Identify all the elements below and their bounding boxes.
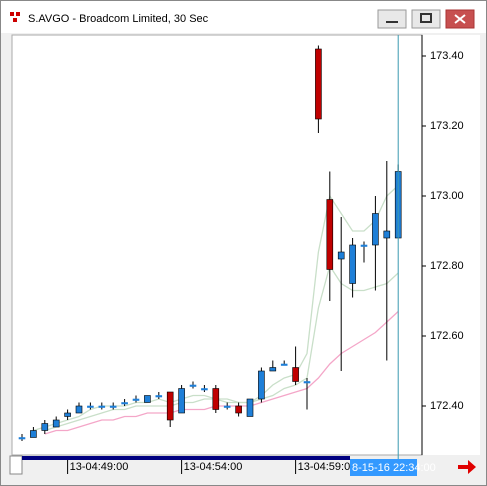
maximize-button[interactable] <box>411 9 441 29</box>
candle-body <box>349 244 356 284</box>
cursor-label: 8-15-16 22:34:00 <box>352 462 436 474</box>
x-tick-label: 13-04:59:00 <box>298 461 357 473</box>
candle-body <box>269 367 277 372</box>
scroll-right-arrow[interactable] <box>458 460 476 474</box>
candle-body <box>360 244 368 247</box>
candle-body <box>280 363 288 366</box>
candle-body <box>144 395 151 403</box>
candle-body <box>246 398 254 417</box>
candle-body <box>109 405 117 408</box>
window-title: S.AVGO - Broadcom Limited, 30 Sec <box>28 13 209 25</box>
y-tick-label: 173.20 <box>430 120 464 132</box>
candle-body <box>223 405 231 408</box>
x-tick-label: 13-04:49:00 <box>70 461 129 473</box>
candle-body <box>155 395 163 398</box>
cursor-label-box <box>350 459 417 476</box>
candle-body <box>18 437 26 440</box>
close-icon <box>454 14 466 24</box>
candle-body <box>383 230 391 239</box>
x-tick-label: 13-04:54:00 <box>184 461 243 473</box>
candle-body <box>326 199 334 270</box>
candle-body <box>87 405 94 408</box>
scroll-thumb[interactable] <box>9 455 23 475</box>
candle-body <box>201 388 208 391</box>
candle-body <box>75 405 83 414</box>
y-tick-label: 172.80 <box>430 260 464 272</box>
candle-body <box>303 381 311 384</box>
moving-average-line <box>44 264 399 432</box>
y-tick-label: 172.60 <box>430 330 464 342</box>
candle-body <box>315 48 322 120</box>
y-axis-panel <box>422 35 480 455</box>
scroll-bar <box>22 456 350 460</box>
candle-body <box>121 402 128 405</box>
candle-body <box>235 405 242 414</box>
moving-average-line <box>44 311 399 435</box>
candle-body <box>30 430 37 438</box>
candle-body <box>98 405 106 408</box>
y-tick-label: 173.40 <box>430 50 464 62</box>
maximize-icon <box>420 13 432 23</box>
candle-body <box>258 370 265 400</box>
y-tick-label: 172.40 <box>430 400 464 412</box>
candle-body <box>212 388 220 410</box>
candle-body <box>166 391 174 421</box>
candle-body <box>189 384 197 387</box>
y-tick-label: 173.00 <box>430 190 464 202</box>
candle-body <box>372 213 379 246</box>
candle-body <box>292 367 299 382</box>
app-icon <box>10 12 20 22</box>
minimize-button[interactable] <box>377 9 407 29</box>
candle-body <box>337 251 345 260</box>
candle-body <box>52 419 60 428</box>
candle-body <box>41 423 49 431</box>
candle-body <box>178 388 185 414</box>
candle-body <box>132 398 140 401</box>
candle-body <box>64 412 71 417</box>
